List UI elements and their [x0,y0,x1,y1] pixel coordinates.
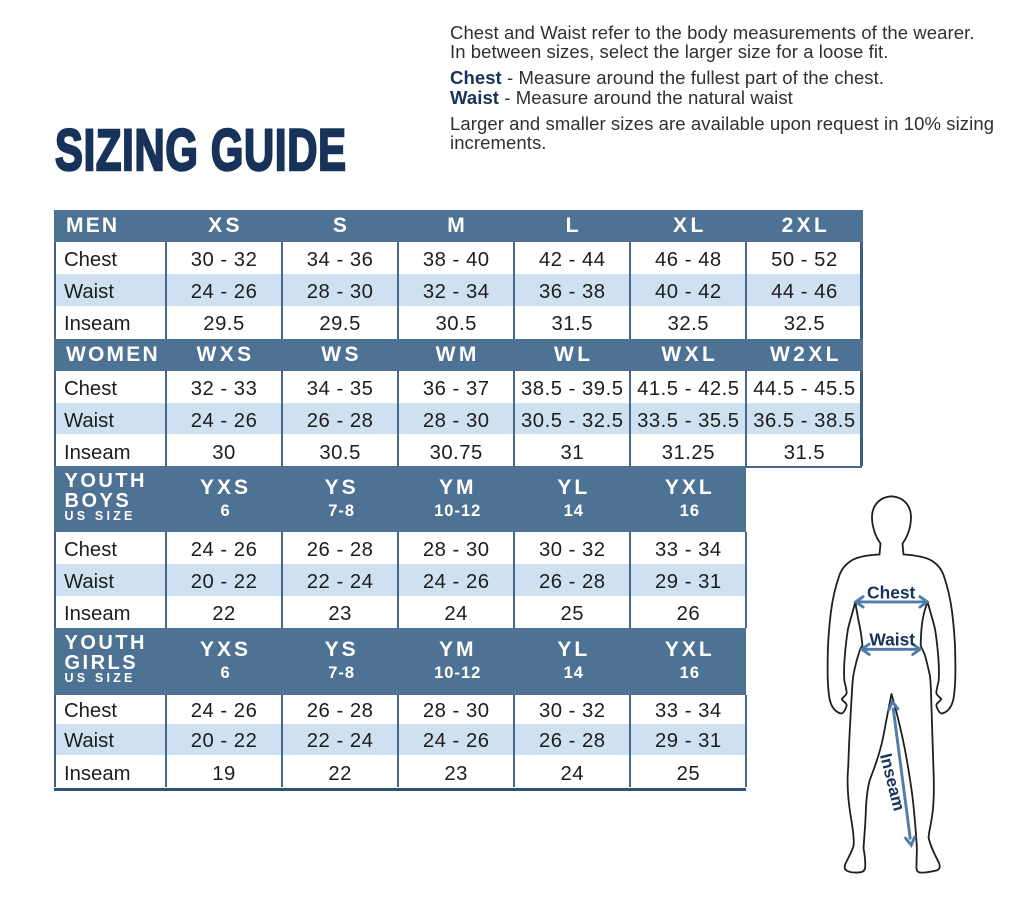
svg-text:Waist: Waist [869,629,915,649]
svg-text:Chest: Chest [867,583,916,603]
